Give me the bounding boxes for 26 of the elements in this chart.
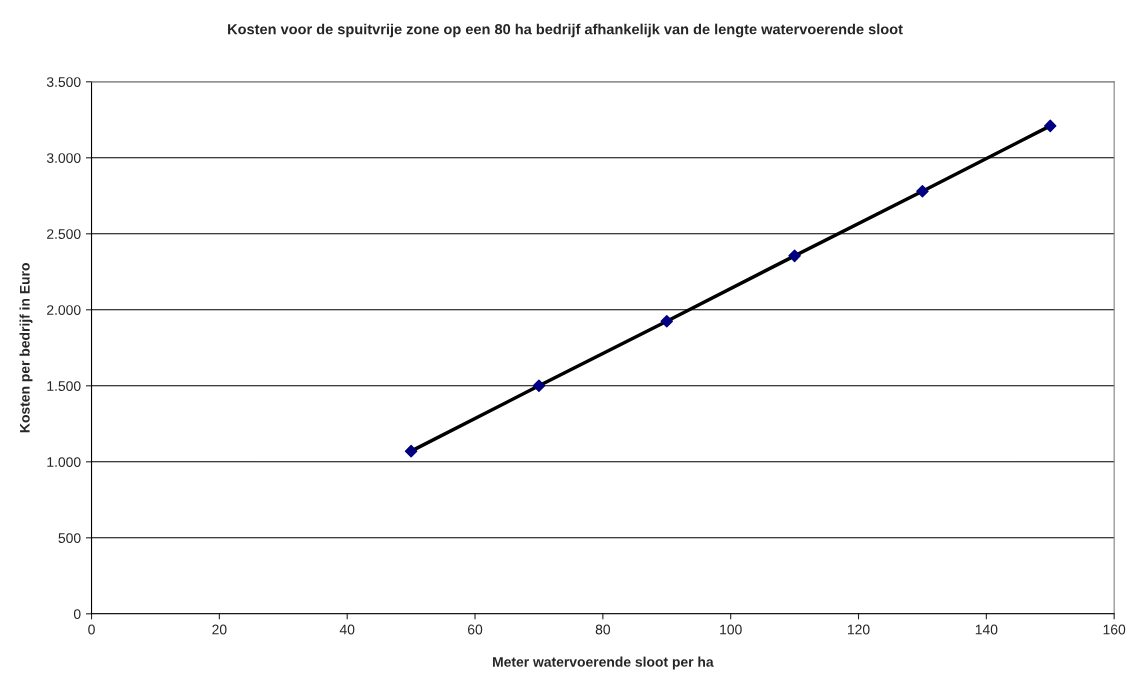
point: [404, 444, 418, 458]
point: [788, 249, 801, 263]
y-tick-label: 3.000: [46, 153, 81, 163]
x-tick-label: 160: [1103, 624, 1126, 635]
point: [532, 379, 546, 393]
x-tick-label: 140: [975, 624, 998, 635]
x-tick-label: 120: [847, 624, 870, 635]
y-tick-label: 2.000: [47, 305, 81, 315]
y-tick-label: 1.500: [47, 381, 81, 391]
x-tick-label: 100: [720, 624, 742, 635]
y-axis-title: Kosten per bedrijf in Euro: [19, 263, 33, 433]
y-tick-label: 1.000: [47, 457, 81, 467]
x-tick-label: 20: [212, 624, 227, 635]
chart-title: Kosten voor de spuitvrije zone op een 80 ha bedrijf afhankelijk van de lengte watervoerende sloot: [228, 23, 903, 38]
x-tick-label: 0: [88, 624, 95, 635]
x-tick-label: 60: [468, 624, 483, 635]
y-tick-label: 0: [73, 609, 81, 619]
y-tick-label: 3.500: [46, 77, 81, 87]
x-tick-label: 80: [595, 624, 611, 635]
point: [916, 184, 929, 198]
point: [1044, 119, 1057, 133]
x-tick-label: 40: [339, 624, 355, 635]
y-tick-label: 500: [58, 533, 81, 543]
y-tick-label: 2.500: [47, 229, 81, 239]
point: [660, 314, 674, 328]
x-axis-title: Meter watervoerende sloot per ha: [493, 656, 714, 670]
